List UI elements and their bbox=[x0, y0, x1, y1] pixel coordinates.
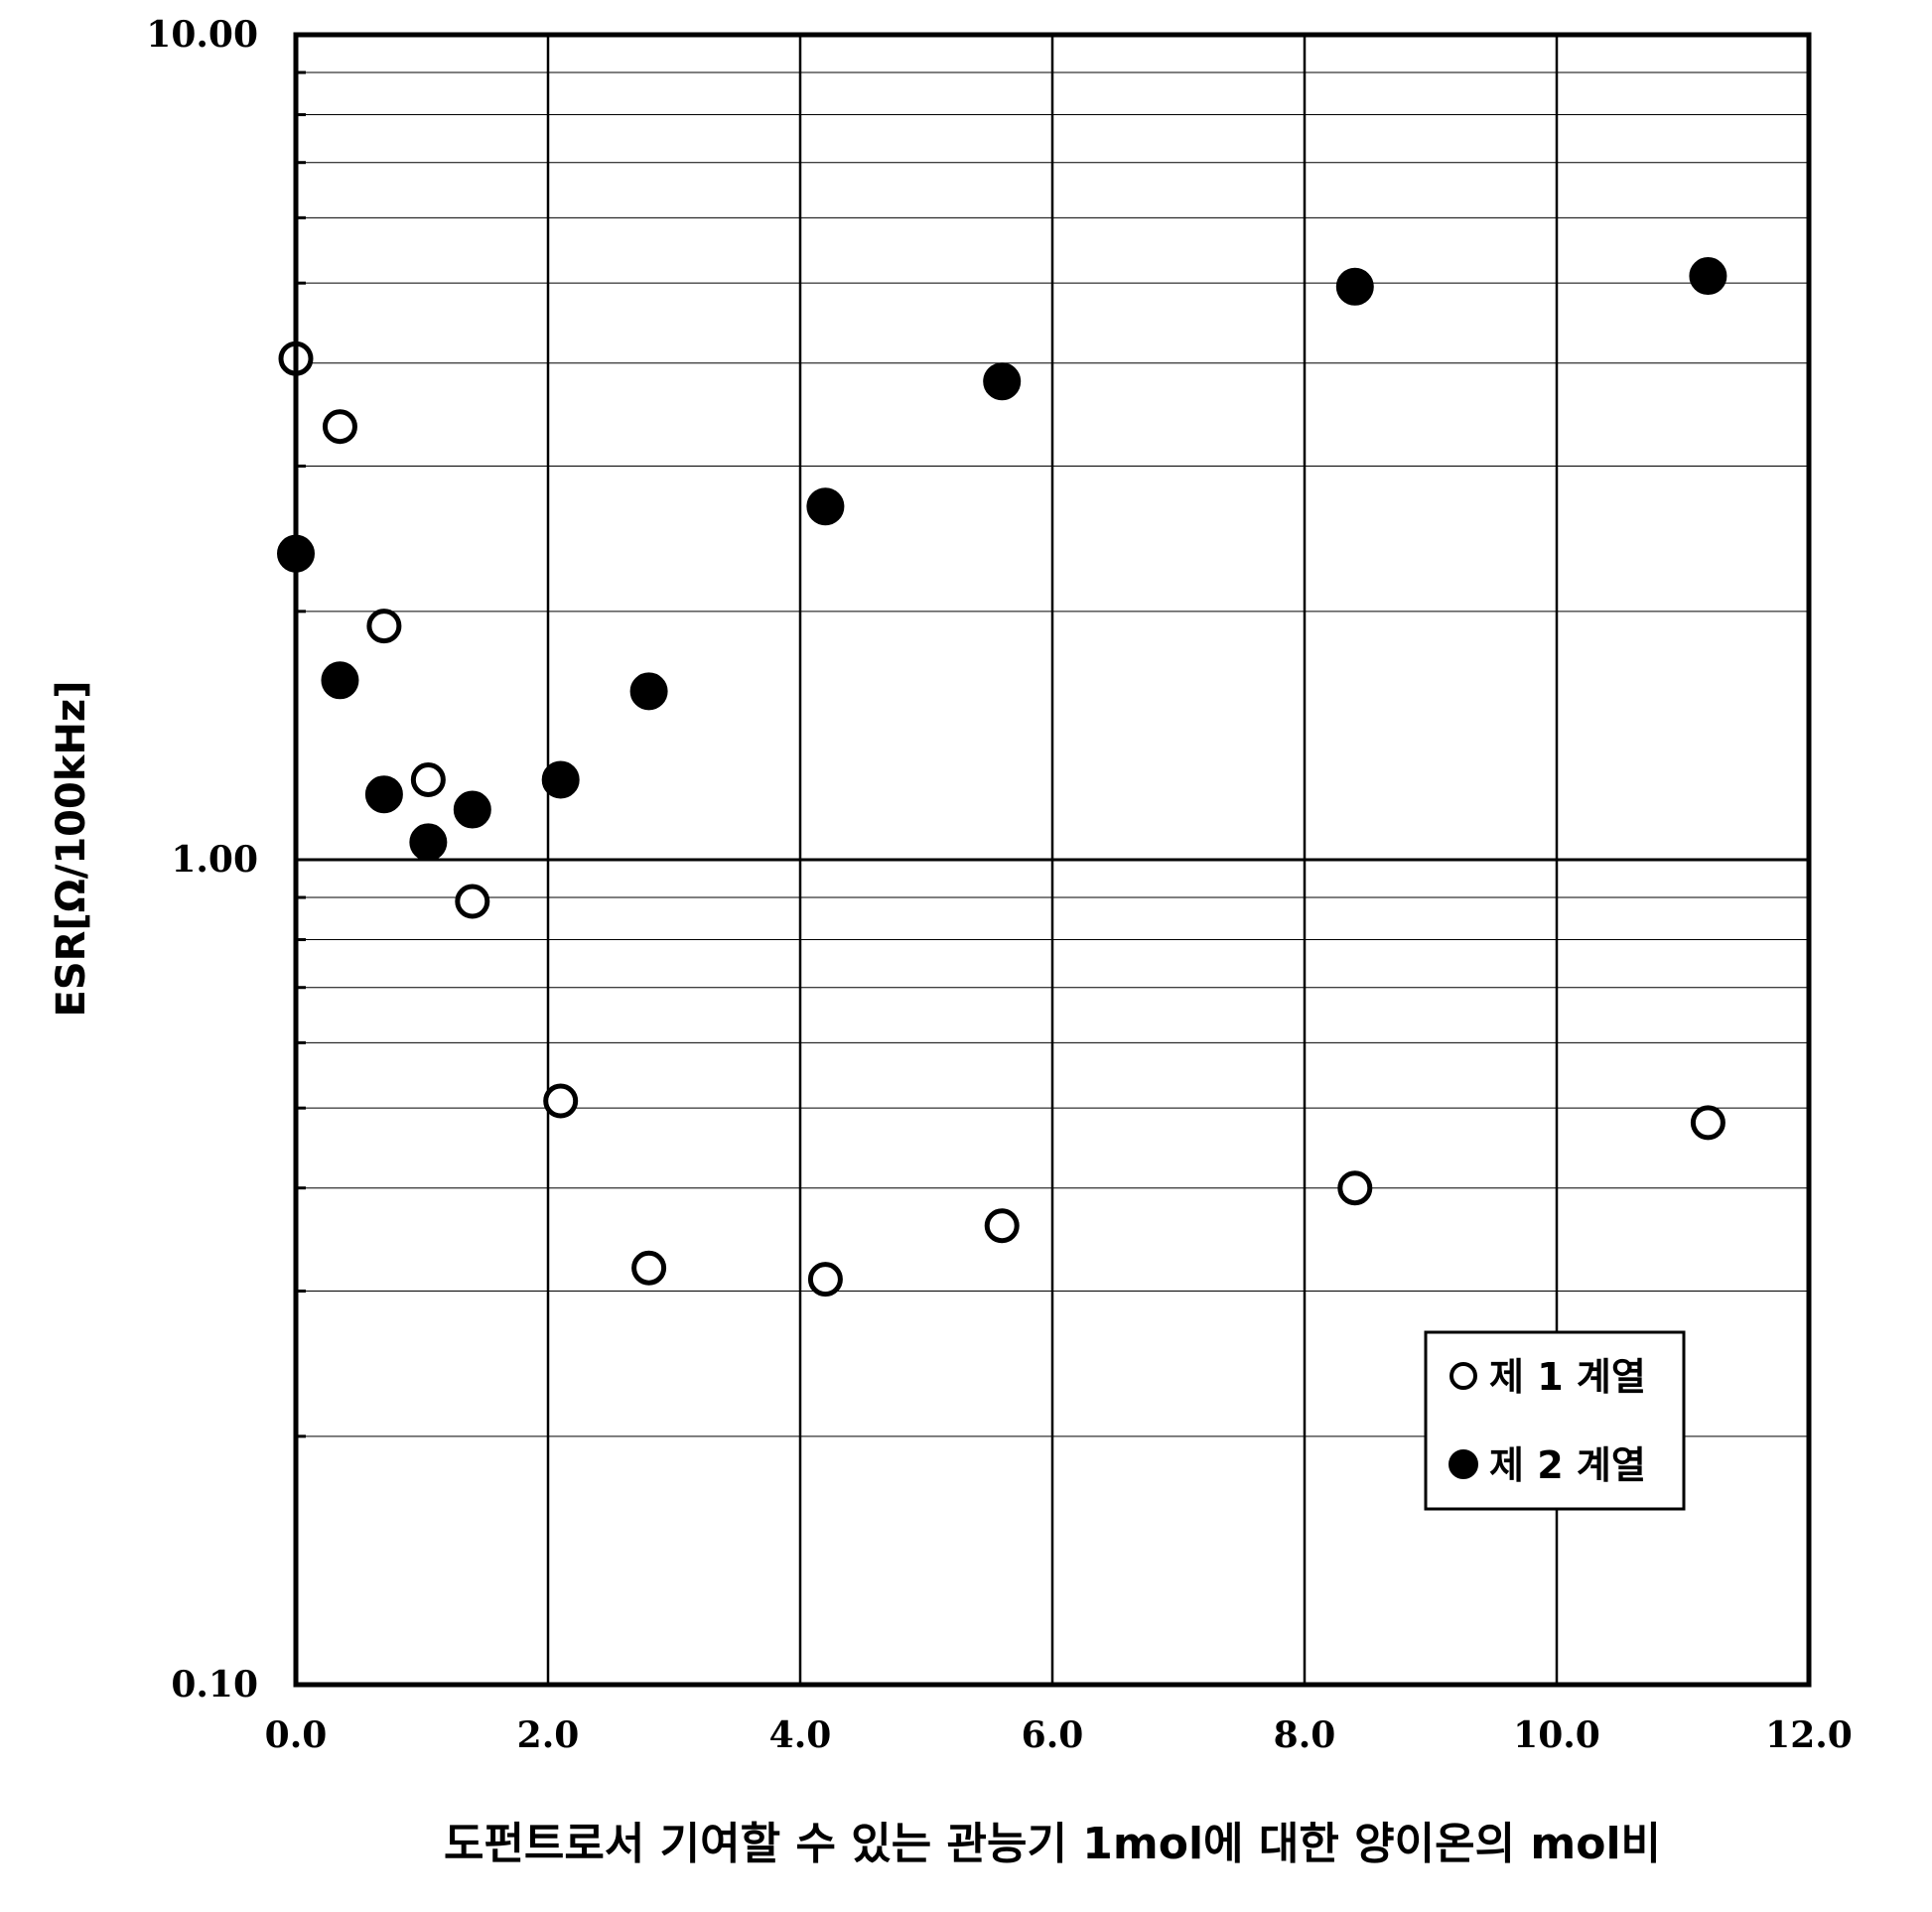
x-tick-label: 4.0 bbox=[769, 1714, 832, 1756]
data-point-series-1 bbox=[546, 1086, 576, 1116]
x-tick-label: 12.0 bbox=[1765, 1714, 1853, 1756]
legend-marker-series-1 bbox=[1451, 1364, 1475, 1388]
data-point-series-2 bbox=[807, 488, 843, 524]
legend-label-series-2: 제 2 계열 bbox=[1489, 1443, 1646, 1487]
data-points bbox=[278, 258, 1725, 1295]
data-point-series-1 bbox=[325, 412, 354, 442]
data-point-series-2 bbox=[984, 363, 1020, 399]
data-point-series-1 bbox=[810, 1265, 840, 1295]
x-tick-label: 0.0 bbox=[265, 1714, 328, 1756]
x-tick-label: 6.0 bbox=[1022, 1714, 1084, 1756]
y-tick-label: 10.00 bbox=[146, 14, 258, 56]
data-point-series-1 bbox=[1693, 1108, 1723, 1138]
legend-marker-series-2 bbox=[1450, 1451, 1476, 1477]
data-point-series-2 bbox=[366, 776, 402, 812]
y-axis-title: ESR[Ω/100kHz] bbox=[49, 681, 94, 1018]
x-tick-label: 10.0 bbox=[1513, 1714, 1600, 1756]
data-point-series-2 bbox=[322, 662, 357, 698]
data-point-series-1 bbox=[413, 764, 443, 794]
data-point-series-2 bbox=[1337, 269, 1373, 305]
data-point-series-2 bbox=[1690, 258, 1725, 294]
x-tick-label: 8.0 bbox=[1274, 1714, 1336, 1756]
data-point-series-1 bbox=[987, 1211, 1017, 1241]
data-point-series-1 bbox=[634, 1253, 664, 1283]
y-tick-label: 0.10 bbox=[171, 1664, 258, 1706]
data-point-series-2 bbox=[455, 792, 490, 828]
data-point-series-1 bbox=[458, 887, 487, 916]
y-tick-label: 1.00 bbox=[171, 839, 258, 881]
x-tick-label: 2.0 bbox=[517, 1714, 580, 1756]
data-point-series-1 bbox=[1340, 1173, 1370, 1203]
data-point-series-2 bbox=[631, 673, 667, 709]
x-axis-title: 도펀트로서 기여할 수 있는 관능기 1mol에 대한 양이온의 mol비 bbox=[444, 1819, 1661, 1869]
data-point-series-2 bbox=[543, 761, 579, 797]
data-point-series-2 bbox=[410, 824, 446, 860]
legend: 제 1 계열 제 2 계열 bbox=[1426, 1332, 1684, 1509]
legend-label-series-1: 제 1 계열 bbox=[1489, 1355, 1646, 1399]
data-point-series-1 bbox=[369, 612, 399, 641]
